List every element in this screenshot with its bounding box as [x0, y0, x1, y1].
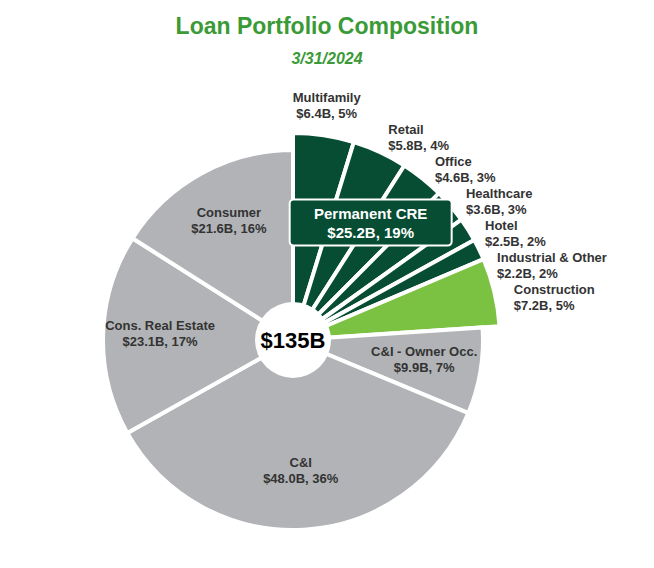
- center-hole: [255, 302, 331, 378]
- group-box: Permanent CRE $25.2B, 19%: [290, 200, 452, 246]
- center-label: $135B: [261, 328, 326, 353]
- slice-category: C&I - Owner Occ.: [371, 344, 477, 359]
- slice-value-label: $2.5B, 2%: [485, 234, 546, 249]
- slice-value-label: $7.2B, 5%: [514, 298, 575, 313]
- group-box-bg: [290, 200, 452, 246]
- slice-value-label: $5.8B, 4%: [388, 138, 449, 153]
- slice-value-label: $21.6B, 16%: [191, 221, 267, 236]
- group-value-label: $25.2B, 19%: [327, 224, 414, 241]
- slice-category: Healthcare: [466, 186, 532, 201]
- title: Loan Portfolio Composition: [176, 13, 479, 39]
- subtitle: 3/31/2024: [291, 50, 362, 67]
- slice-category: Retail: [388, 122, 423, 137]
- slice-category: C&I: [290, 455, 312, 470]
- slice-value-label: $3.6B, 3%: [466, 202, 527, 217]
- slice-category: Construction: [514, 282, 595, 297]
- slice-category: Hotel: [485, 218, 517, 233]
- chart-root: Loan Portfolio Composition 3/31/2024 Multi…: [0, 0, 654, 568]
- slices: [103, 133, 500, 530]
- slice-value-label: $23.1B, 17%: [122, 334, 198, 349]
- slice-value-label: $6.4B, 5%: [296, 106, 357, 121]
- chart-svg: Loan Portfolio Composition 3/31/2024 Multi…: [0, 0, 654, 568]
- slice-category: Multifamily: [293, 90, 362, 105]
- slice-value-label: $4.6B, 3%: [435, 170, 496, 185]
- slice-category: Office: [435, 154, 472, 169]
- labels: Multifamily$6.4B, 5% Retail$5.8B, 4%Offic…: [105, 90, 607, 486]
- slice-category: Cons. Real Estate: [105, 318, 215, 333]
- slice-category: Consumer: [197, 205, 261, 220]
- slice-category: Industrial & Other: [497, 250, 607, 265]
- slice-value-label: $2.2B, 2%: [497, 266, 558, 281]
- slice-value-label: $9.9B, 7%: [394, 360, 455, 375]
- group-name: Permanent CRE: [314, 205, 427, 222]
- slice-value-label: $48.0B, 36%: [263, 471, 339, 486]
